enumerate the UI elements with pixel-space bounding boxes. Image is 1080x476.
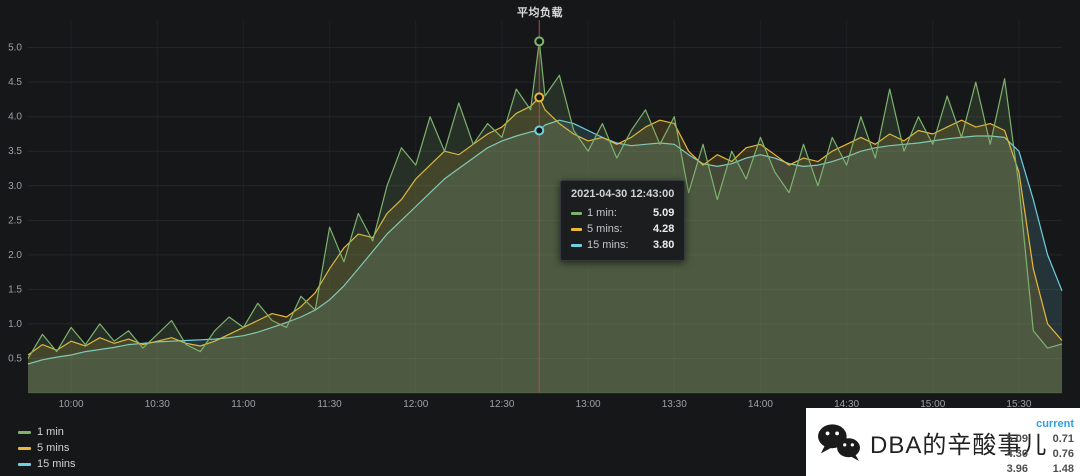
x-axis-tick-label: 13:00 [576, 399, 601, 410]
watermark: DBA的辛酸事儿 [806, 408, 1080, 476]
series-line-5-mins [27, 96, 1063, 356]
x-axis-tick-label: 13:30 [662, 399, 687, 410]
series-color-dash-icon [571, 211, 582, 215]
wechat-icon [818, 424, 860, 462]
tooltip-row: 5 mins: 4.28 [571, 221, 674, 237]
y-axis-tick-label: 3.5 [8, 146, 22, 157]
y-axis-tick-label: 1.5 [8, 284, 22, 295]
tooltip-series-label: 5 mins: [587, 223, 623, 235]
legend-max-value: 5.09 [1006, 433, 1028, 445]
y-axis-tick-label: 3.0 [8, 181, 22, 192]
legend-color-dash-icon [18, 462, 31, 466]
tooltip-series-label: 15 mins: [587, 239, 629, 251]
legend-stat-rows: 5.09 0.71 4.30 0.76 3.96 1.48 [974, 432, 1074, 476]
legend-label: 1 min [37, 426, 64, 438]
x-axis-tick-label: 14:00 [748, 399, 773, 410]
legend-color-dash-icon [18, 430, 31, 434]
x-axis-tick-label: 15:30 [1006, 399, 1031, 410]
x-axis-tick-label: 12:00 [403, 399, 428, 410]
load-chart[interactable]: 10:00 10:30 11:00 11:30 12:00 12:30 13:00 13:30… [0, 0, 1080, 412]
watermark-text: DBA的辛酸事儿 [870, 431, 1048, 459]
chart-tooltip: 2021-04-30 12:43:00 1 min: 5.09 5 mins: 4.2… [560, 180, 686, 261]
tooltip-rows: 1 min: 5.09 5 mins: 4.28 15 mins: 3.80 [571, 205, 674, 253]
tooltip-series-value: 4.28 [652, 223, 675, 235]
series-line-1-min [27, 40, 1063, 359]
legend-label: 5 mins [37, 442, 70, 454]
tooltip-series-value: 3.80 [652, 239, 675, 251]
series-color-dash-icon [571, 243, 582, 247]
y-axis-tick-label: 5.0 [8, 43, 22, 54]
y-axis-tick-label: 4.0 [8, 112, 22, 123]
legend-max-value: 3.96 [1006, 463, 1028, 475]
x-axis-tick-label: 10:30 [145, 399, 170, 410]
x-axis-tick-label: 10:00 [59, 399, 84, 410]
y-axis-tick-label: 2.0 [8, 250, 22, 261]
legend-stat-row: 5.09 0.71 [974, 432, 1074, 447]
panel-title[interactable]: 平均负载 [517, 7, 563, 19]
x-axis-tick-label: 11:30 [317, 399, 342, 410]
legend-stats: current 5.09 0.71 4.30 0.76 3.96 1.48 [974, 417, 1074, 476]
x-axis-tick-label: 15:00 [920, 399, 945, 410]
legend: 1 min 5 mins 15 mins [18, 424, 76, 472]
series-area-5-mins [28, 97, 1062, 394]
legend-item-5-mins[interactable]: 5 mins [18, 440, 76, 456]
hover-point-15-mins [534, 125, 545, 136]
legend-stat-row: 4.30 0.76 [974, 447, 1074, 462]
legend-item-15-mins[interactable]: 15 mins [18, 456, 76, 472]
tooltip-series-label: 1 min: [587, 207, 617, 219]
series-area-15-mins [28, 120, 1062, 393]
x-axis-tick-label: 11:00 [231, 399, 256, 410]
hover-point-5-mins [534, 92, 545, 103]
tooltip-timestamp: 2021-04-30 12:43:00 [571, 188, 675, 200]
tooltip-row: 1 min: 5.09 [571, 205, 674, 221]
x-axis-tick-label: 14:30 [834, 399, 859, 410]
legend-item-1-min[interactable]: 1 min [18, 424, 76, 440]
legend-color-dash-icon [18, 446, 31, 450]
y-axis-tick-label: 4.5 [8, 77, 22, 88]
legend-label: 15 mins [37, 458, 76, 470]
tooltip-series-value: 5.09 [652, 207, 675, 219]
series-area-1-min [28, 41, 1062, 394]
legend-current-value: 1.48 [1052, 463, 1074, 475]
tooltip-row: 15 mins: 3.80 [571, 237, 674, 253]
x-axis-tick-label: 12:30 [489, 399, 514, 410]
legend-max-value: 4.30 [1006, 448, 1028, 460]
legend-stat-row: 3.96 1.48 [974, 462, 1074, 476]
y-axis-tick-label: 2.5 [8, 215, 22, 226]
legend-current-value: 0.76 [1052, 448, 1074, 460]
y-axis-tick-label: 0.5 [8, 353, 22, 364]
legend-current-header[interactable]: current [1036, 418, 1074, 430]
legend-current-value: 0.71 [1052, 433, 1074, 445]
hover-point-1-min [534, 36, 545, 47]
series-color-dash-icon [571, 227, 582, 231]
y-axis-tick-label: 1.0 [8, 319, 22, 330]
